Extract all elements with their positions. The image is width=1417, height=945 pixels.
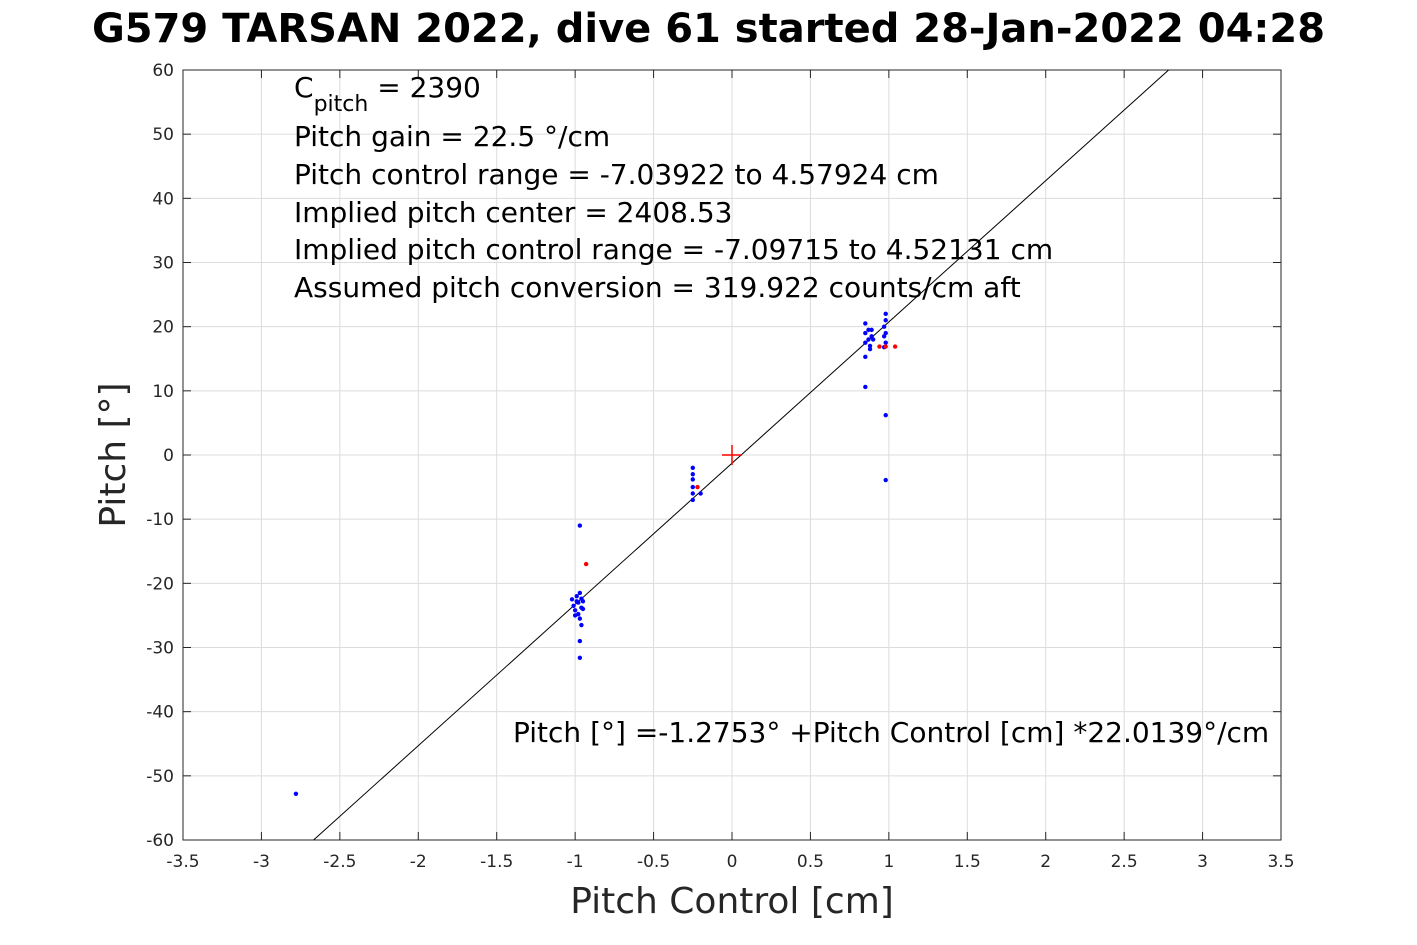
data-point-s0-25 bbox=[698, 491, 703, 496]
data-point-s1-3 bbox=[883, 344, 888, 349]
data-point-s0-0 bbox=[293, 791, 299, 796]
data-point-s0-41 bbox=[883, 318, 888, 323]
x-tick-label-4: -1.5 bbox=[480, 852, 513, 872]
x-tick-label-12: 2.5 bbox=[1111, 852, 1138, 872]
data-point-s0-46 bbox=[883, 477, 888, 483]
data-point-s0-16 bbox=[580, 606, 586, 612]
cpitch-main: C bbox=[294, 71, 314, 104]
pitch-conversion-annotation: Assumed pitch conversion = 319.922 count… bbox=[294, 271, 1021, 304]
data-point-s0-14 bbox=[579, 622, 584, 628]
data-point-s0-5 bbox=[571, 603, 576, 608]
data-point-s0-1 bbox=[577, 523, 583, 528]
x-axis-label: Pitch Control [cm] bbox=[570, 881, 894, 922]
x-tick-label-2: -2.5 bbox=[323, 852, 356, 872]
pitch-control-range-annotation: Pitch control range = -7.03922 to 4.5792… bbox=[294, 158, 939, 191]
y-axis-label: Pitch [°] bbox=[93, 382, 134, 527]
cpitch-subscript: pitch bbox=[314, 92, 369, 117]
y-tick-label-12: 60 bbox=[152, 61, 174, 81]
data-point-s0-28 bbox=[863, 340, 868, 345]
x-tick-label-9: 1 bbox=[883, 852, 894, 872]
data-point-s0-34 bbox=[867, 346, 873, 352]
y-tick-label-5: -10 bbox=[146, 510, 174, 530]
cpitch-value: = 2390 bbox=[368, 71, 481, 104]
data-points bbox=[293, 311, 898, 796]
data-point-s0-19 bbox=[690, 465, 695, 471]
cpitch-annotation: Cpitch = 2390 bbox=[294, 71, 481, 117]
x-tick-label-10: 1.5 bbox=[954, 852, 981, 872]
x-tick-label-7: 0 bbox=[727, 852, 738, 872]
data-point-s0-20 bbox=[690, 472, 695, 477]
data-point-s0-18 bbox=[574, 599, 579, 604]
data-point-s0-7 bbox=[574, 593, 579, 599]
chart-title: G579 TARSAN 2022, dive 61 started 28-Jan… bbox=[91, 6, 1326, 52]
x-tick-label-1: -3 bbox=[253, 852, 270, 872]
y-tick-label-8: 20 bbox=[152, 318, 174, 338]
data-point-s0-11 bbox=[577, 616, 583, 621]
y-tick-label-1: -50 bbox=[146, 767, 174, 787]
fit-equation-annotation: Pitch [°] =-1.2753° +Pitch Control [cm] … bbox=[513, 716, 1269, 749]
x-axis-ticks: -3.5 -3 -2.5 -2 -1.5 -1 -0.5 0 0.5 1 1.5 2 2.5 3 3.5 bbox=[166, 70, 1295, 872]
data-point-s0-31 bbox=[866, 337, 871, 342]
data-point-s0-40 bbox=[881, 324, 887, 329]
x-tick-label-5: -1 bbox=[567, 852, 584, 872]
data-point-s0-30 bbox=[863, 321, 868, 326]
data-point-s0-3 bbox=[577, 655, 583, 660]
x-tick-label-8: 0.5 bbox=[797, 852, 824, 872]
y-tick-label-4: -20 bbox=[146, 574, 174, 594]
data-point-s0-15 bbox=[580, 599, 586, 604]
data-point-s0-29 bbox=[863, 330, 868, 336]
data-point-s0-44 bbox=[883, 340, 888, 345]
data-point-s0-36 bbox=[869, 327, 874, 333]
y-tick-label-0: -60 bbox=[146, 831, 174, 851]
center-cross-marker bbox=[722, 445, 742, 465]
data-point-s1-4 bbox=[892, 344, 898, 349]
y-tick-label-11: 50 bbox=[152, 125, 174, 145]
data-point-s0-37 bbox=[870, 337, 876, 342]
y-tick-label-3: -30 bbox=[146, 639, 174, 659]
data-point-s0-23 bbox=[690, 491, 695, 496]
x-tick-label-11: 2 bbox=[1040, 852, 1051, 872]
x-tick-label-6: -0.5 bbox=[637, 852, 670, 872]
data-point-s0-42 bbox=[883, 311, 888, 317]
data-point-s0-22 bbox=[690, 484, 695, 490]
pitch-gain-annotation: Pitch gain = 22.5 °/cm bbox=[294, 120, 610, 153]
x-tick-label-0: -3.5 bbox=[166, 852, 199, 872]
x-tick-label-3: -2 bbox=[410, 852, 427, 872]
data-point-s0-24 bbox=[690, 497, 695, 503]
data-point-s0-32 bbox=[866, 327, 871, 333]
y-tick-label-9: 30 bbox=[152, 254, 174, 274]
data-point-s0-2 bbox=[577, 638, 583, 644]
data-point-s1-0 bbox=[583, 561, 589, 567]
implied-pitch-control-range-annotation: Implied pitch control range = -7.09715 t… bbox=[294, 233, 1053, 266]
data-point-s0-45 bbox=[883, 413, 888, 418]
data-point-s0-21 bbox=[690, 477, 695, 482]
data-point-s0-17 bbox=[572, 613, 578, 618]
y-tick-label-10: 40 bbox=[152, 189, 174, 209]
x-tick-label-14: 3.5 bbox=[1267, 852, 1294, 872]
implied-pitch-center-annotation: Implied pitch center = 2408.53 bbox=[294, 196, 732, 229]
y-tick-label-6: 0 bbox=[163, 446, 174, 466]
data-point-s0-10 bbox=[577, 590, 583, 596]
data-point-s0-33 bbox=[867, 343, 873, 349]
data-point-s0-43 bbox=[883, 330, 888, 336]
x-tick-label-13: 3 bbox=[1197, 852, 1208, 872]
data-point-s1-1 bbox=[695, 484, 700, 490]
data-point-s0-6 bbox=[572, 608, 578, 613]
data-point-s0-4 bbox=[569, 597, 575, 602]
data-point-s1-2 bbox=[877, 344, 882, 349]
y-tick-label-2: -40 bbox=[146, 703, 174, 723]
y-tick-label-7: 10 bbox=[152, 382, 174, 402]
data-point-s0-27 bbox=[863, 354, 868, 360]
y-axis-ticks: -60 -50 -40 -30 -20 -10 0 10 20 30 40 50 60 bbox=[146, 61, 1281, 851]
data-point-s0-26 bbox=[863, 384, 868, 390]
